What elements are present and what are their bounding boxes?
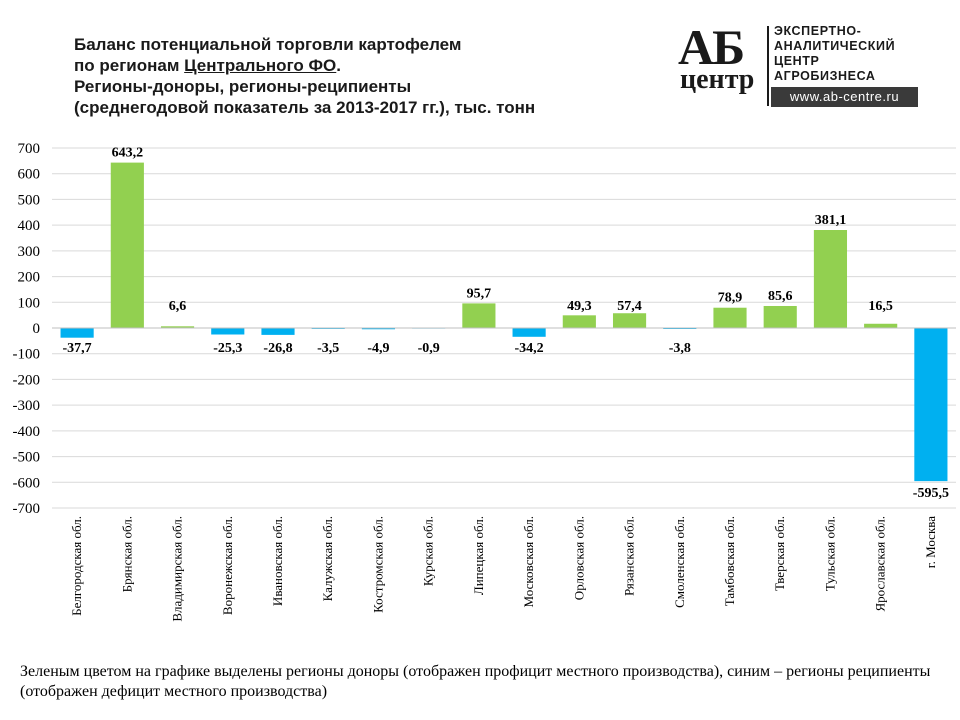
- data-label: 6,6: [169, 299, 187, 314]
- data-label: -0,9: [418, 341, 440, 356]
- bar: [763, 305, 797, 328]
- bar: [713, 307, 747, 328]
- data-label: 16,5: [868, 299, 893, 314]
- y-tick-label: -200: [13, 372, 41, 388]
- logo-mark-top: АБ: [678, 19, 745, 75]
- data-label: 643,2: [112, 146, 144, 161]
- data-label: -3,8: [669, 341, 691, 356]
- category-label: Владимирская обл.: [170, 516, 185, 622]
- title-line-4: (среднегодовой показатель за 2013-2017 г…: [74, 98, 536, 117]
- category-label: Белгородская обл.: [69, 516, 84, 616]
- logo-mark: АБ центр: [676, 19, 764, 108]
- data-label: -34,2: [515, 341, 544, 356]
- category-label: Липецкая обл.: [471, 516, 486, 595]
- logo-desc-line-2: АНАЛИТИЧЕСКИЙ: [774, 39, 896, 53]
- logo-website: www.ab-centre.ru: [771, 87, 918, 107]
- data-label: -4,9: [367, 341, 389, 356]
- category-label: Курская обл.: [421, 516, 436, 586]
- bar: [864, 323, 898, 328]
- bar: [60, 328, 94, 338]
- data-label: -25,3: [213, 341, 242, 356]
- category-label: Брянская обл.: [119, 516, 134, 592]
- y-tick-label: -500: [13, 450, 41, 466]
- title-line-3: Регионы-доноры, регионы-реципиенты: [74, 77, 412, 96]
- data-label: 49,3: [567, 299, 592, 314]
- bar: [462, 303, 496, 328]
- data-label: 78,9: [718, 291, 743, 306]
- bar: [110, 162, 144, 328]
- data-label: 381,1: [815, 213, 847, 228]
- title-line-2-suffix: .: [336, 56, 342, 75]
- logo-description: ЭКСПЕРТНО- АНАЛИТИЧЕСКИЙ ЦЕНТР АГРОБИЗНЕ…: [774, 24, 895, 84]
- bar: [261, 328, 295, 335]
- data-labels: -37,7 643,2 6,6 -25,3 -26,8 -3,5 -4,9 -0,9 95,7 -…: [63, 146, 949, 502]
- bar-chart: 700 600 500 400 300 200 100 0 -100 -200 -300 -400 -5…: [13, 141, 956, 622]
- category-label: Тульская обл.: [822, 516, 837, 591]
- y-tick-label: -300: [13, 398, 41, 414]
- category-label: Костромская обл.: [370, 516, 385, 613]
- y-tick-label: 200: [18, 270, 41, 286]
- ab-centre-logo: АБ центр ЭКСПЕРТНО- АНАЛИТИЧЕСКИЙ ЦЕНТР …: [676, 19, 926, 108]
- y-tick-label: 600: [18, 167, 41, 183]
- category-label: Калужская обл.: [320, 516, 335, 601]
- data-label: 57,4: [617, 299, 642, 314]
- y-tick-label: -400: [13, 424, 41, 440]
- y-tick-label: -600: [13, 475, 41, 491]
- category-label: Тверская обл.: [772, 516, 787, 591]
- bar: [612, 313, 647, 328]
- data-label: -3,5: [317, 341, 339, 356]
- y-tick-label: 0: [33, 321, 41, 337]
- category-label: Тамбовская обл.: [722, 516, 737, 606]
- bar: [361, 328, 396, 330]
- bar: [914, 328, 948, 482]
- data-label: -37,7: [63, 341, 92, 356]
- bars: [60, 162, 948, 482]
- bar: [813, 230, 848, 328]
- category-label: Рязанская обл.: [622, 516, 637, 596]
- title-line-2-region: Центрального ФО: [184, 56, 337, 75]
- category-label: Смоленская обл.: [672, 516, 687, 608]
- category-label: Ярославская обл.: [873, 516, 888, 612]
- data-label: -26,8: [263, 341, 292, 356]
- bar: [512, 328, 546, 337]
- logo-desc-line-3: ЦЕНТР: [774, 54, 820, 68]
- bar: [211, 328, 245, 335]
- logo-mark-bottom: центр: [680, 64, 755, 95]
- title-line-2: по регионам Центрального ФО.: [74, 55, 634, 76]
- y-tick-label: 400: [18, 218, 41, 234]
- chart-title: Баланс потенциальной торговли картофелем…: [74, 34, 634, 118]
- y-axis-ticks: 700 600 500 400 300 200 100 0 -100 -200 -300 -400 -5…: [13, 141, 41, 517]
- chart-note: Зеленым цветом на графике выделены регио…: [20, 663, 931, 700]
- title-line-1: Баланс потенциальной торговли картофелем: [74, 35, 462, 54]
- bar: [160, 326, 195, 328]
- logo-desc-line-1: ЭКСПЕРТНО-: [774, 24, 862, 38]
- logo-desc-line-4: АГРОБИЗНЕСА: [774, 69, 876, 83]
- category-label: Орловская обл.: [571, 516, 586, 600]
- data-label: 85,6: [768, 289, 793, 304]
- category-label: г. Москва: [923, 516, 938, 568]
- y-tick-label: -100: [13, 347, 41, 363]
- category-label: Воронежская обл.: [220, 516, 235, 615]
- category-label: Московская обл.: [521, 516, 536, 607]
- y-tick-label: 300: [18, 244, 41, 260]
- data-label: -595,5: [913, 486, 949, 501]
- y-tick-label: 700: [18, 141, 41, 157]
- category-label: Ивановская обл.: [270, 516, 285, 606]
- y-tick-label: 500: [18, 192, 41, 208]
- data-label: 95,7: [467, 286, 492, 301]
- title-line-2-prefix: по регионам: [74, 56, 185, 75]
- y-tick-label: -700: [13, 501, 41, 517]
- bar: [562, 315, 596, 328]
- y-tick-label: 100: [18, 295, 41, 311]
- x-axis-categories: Белгородская обл. Брянская обл. Владимирск…: [69, 516, 938, 622]
- logo-separator: [767, 26, 769, 106]
